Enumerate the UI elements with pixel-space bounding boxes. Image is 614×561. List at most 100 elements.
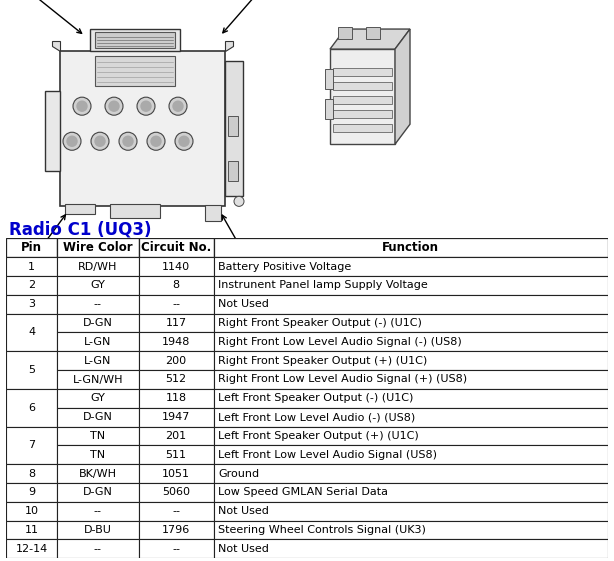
Bar — [214, 333, 608, 351]
Bar — [214, 408, 608, 426]
Circle shape — [179, 136, 189, 146]
Text: RD/WH: RD/WH — [78, 261, 118, 272]
Text: 201: 201 — [166, 431, 187, 441]
Bar — [228, 162, 238, 181]
Circle shape — [73, 97, 91, 115]
Bar — [214, 314, 608, 333]
Text: Low Speed GMLAN Serial Data: Low Speed GMLAN Serial Data — [218, 488, 388, 498]
Bar — [6, 238, 57, 257]
Bar — [139, 502, 214, 521]
Text: Instrunent Panel lamp Supply Voltage: Instrunent Panel lamp Supply Voltage — [218, 280, 428, 291]
Bar — [57, 257, 139, 276]
Text: L-GN/WH: L-GN/WH — [72, 375, 123, 384]
Circle shape — [147, 132, 165, 150]
Bar — [60, 51, 225, 206]
Text: 8: 8 — [173, 280, 180, 291]
Text: 511: 511 — [166, 450, 187, 460]
Bar — [214, 351, 608, 370]
Text: 2: 2 — [28, 280, 35, 291]
Text: Left Front Speaker Output (-) (U1C): Left Front Speaker Output (-) (U1C) — [218, 393, 413, 403]
Text: 9: 9 — [28, 488, 35, 498]
Text: 5060: 5060 — [162, 488, 190, 498]
Bar — [333, 124, 392, 132]
Text: --: -- — [172, 506, 180, 516]
Text: 1947: 1947 — [162, 412, 190, 422]
Bar — [214, 238, 608, 257]
Text: L-GN: L-GN — [84, 356, 112, 366]
Text: Steering Wheel Controls Signal (UK3): Steering Wheel Controls Signal (UK3) — [218, 525, 426, 535]
Polygon shape — [395, 29, 410, 144]
Text: 4: 4 — [28, 328, 35, 338]
Polygon shape — [225, 41, 233, 51]
Bar — [139, 426, 214, 445]
Bar — [6, 314, 57, 351]
Text: GY: GY — [90, 393, 106, 403]
Bar — [214, 295, 608, 314]
Bar — [6, 389, 57, 426]
Bar — [57, 502, 139, 521]
Text: D-GN: D-GN — [83, 412, 113, 422]
Text: --: -- — [172, 544, 180, 554]
Text: D-GN: D-GN — [83, 318, 113, 328]
Text: Not Used: Not Used — [218, 506, 269, 516]
Text: 1140: 1140 — [162, 261, 190, 272]
Bar — [139, 483, 214, 502]
Text: Ground: Ground — [218, 468, 259, 479]
Text: 8: 8 — [28, 468, 35, 479]
Bar — [57, 521, 139, 539]
Bar — [139, 539, 214, 558]
Bar — [214, 464, 608, 483]
Text: Pin: Pin — [21, 241, 42, 254]
Bar — [325, 99, 333, 119]
Bar — [228, 116, 238, 136]
Text: 6: 6 — [28, 403, 35, 413]
Circle shape — [63, 132, 81, 150]
Text: Battery Positive Voltage: Battery Positive Voltage — [218, 261, 351, 272]
Bar — [214, 445, 608, 464]
Text: 8: 8 — [243, 250, 251, 263]
Circle shape — [175, 132, 193, 150]
Bar — [214, 483, 608, 502]
Text: D-GN: D-GN — [83, 488, 113, 498]
Bar — [139, 351, 214, 370]
Text: TN: TN — [90, 450, 106, 460]
Bar — [95, 32, 175, 48]
Bar — [139, 370, 214, 389]
Bar — [57, 389, 139, 408]
Bar — [139, 295, 214, 314]
Text: Right Front Speaker Output (-) (U1C): Right Front Speaker Output (-) (U1C) — [218, 318, 422, 328]
Bar — [6, 539, 57, 558]
Circle shape — [67, 136, 77, 146]
Bar — [57, 314, 139, 333]
Bar — [57, 295, 139, 314]
Bar — [57, 238, 139, 257]
Circle shape — [95, 136, 105, 146]
Text: Wire Color: Wire Color — [63, 241, 133, 254]
Bar — [214, 521, 608, 539]
Text: Not Used: Not Used — [218, 544, 269, 554]
Bar — [333, 82, 392, 90]
Circle shape — [91, 132, 109, 150]
Text: Right Front Low Level Audio Signal (-) (US8): Right Front Low Level Audio Signal (-) (… — [218, 337, 462, 347]
Text: --: -- — [172, 299, 180, 309]
Bar — [57, 483, 139, 502]
Text: 117: 117 — [166, 318, 187, 328]
Text: Left Front Speaker Output (+) (U1C): Left Front Speaker Output (+) (U1C) — [218, 431, 419, 441]
Text: Circuit No.: Circuit No. — [141, 241, 211, 254]
Bar — [139, 389, 214, 408]
Bar — [139, 464, 214, 483]
Bar — [6, 351, 57, 389]
Bar — [6, 483, 57, 502]
Text: L-GN: L-GN — [84, 337, 112, 347]
Bar — [139, 408, 214, 426]
Text: 1: 1 — [28, 261, 35, 272]
Text: 1051: 1051 — [162, 468, 190, 479]
Text: 14: 14 — [27, 250, 43, 263]
Bar — [57, 426, 139, 445]
Text: --: -- — [94, 299, 102, 309]
Bar — [225, 61, 243, 196]
Bar — [139, 445, 214, 464]
Text: 200: 200 — [166, 356, 187, 366]
Bar — [139, 257, 214, 276]
Bar — [57, 408, 139, 426]
